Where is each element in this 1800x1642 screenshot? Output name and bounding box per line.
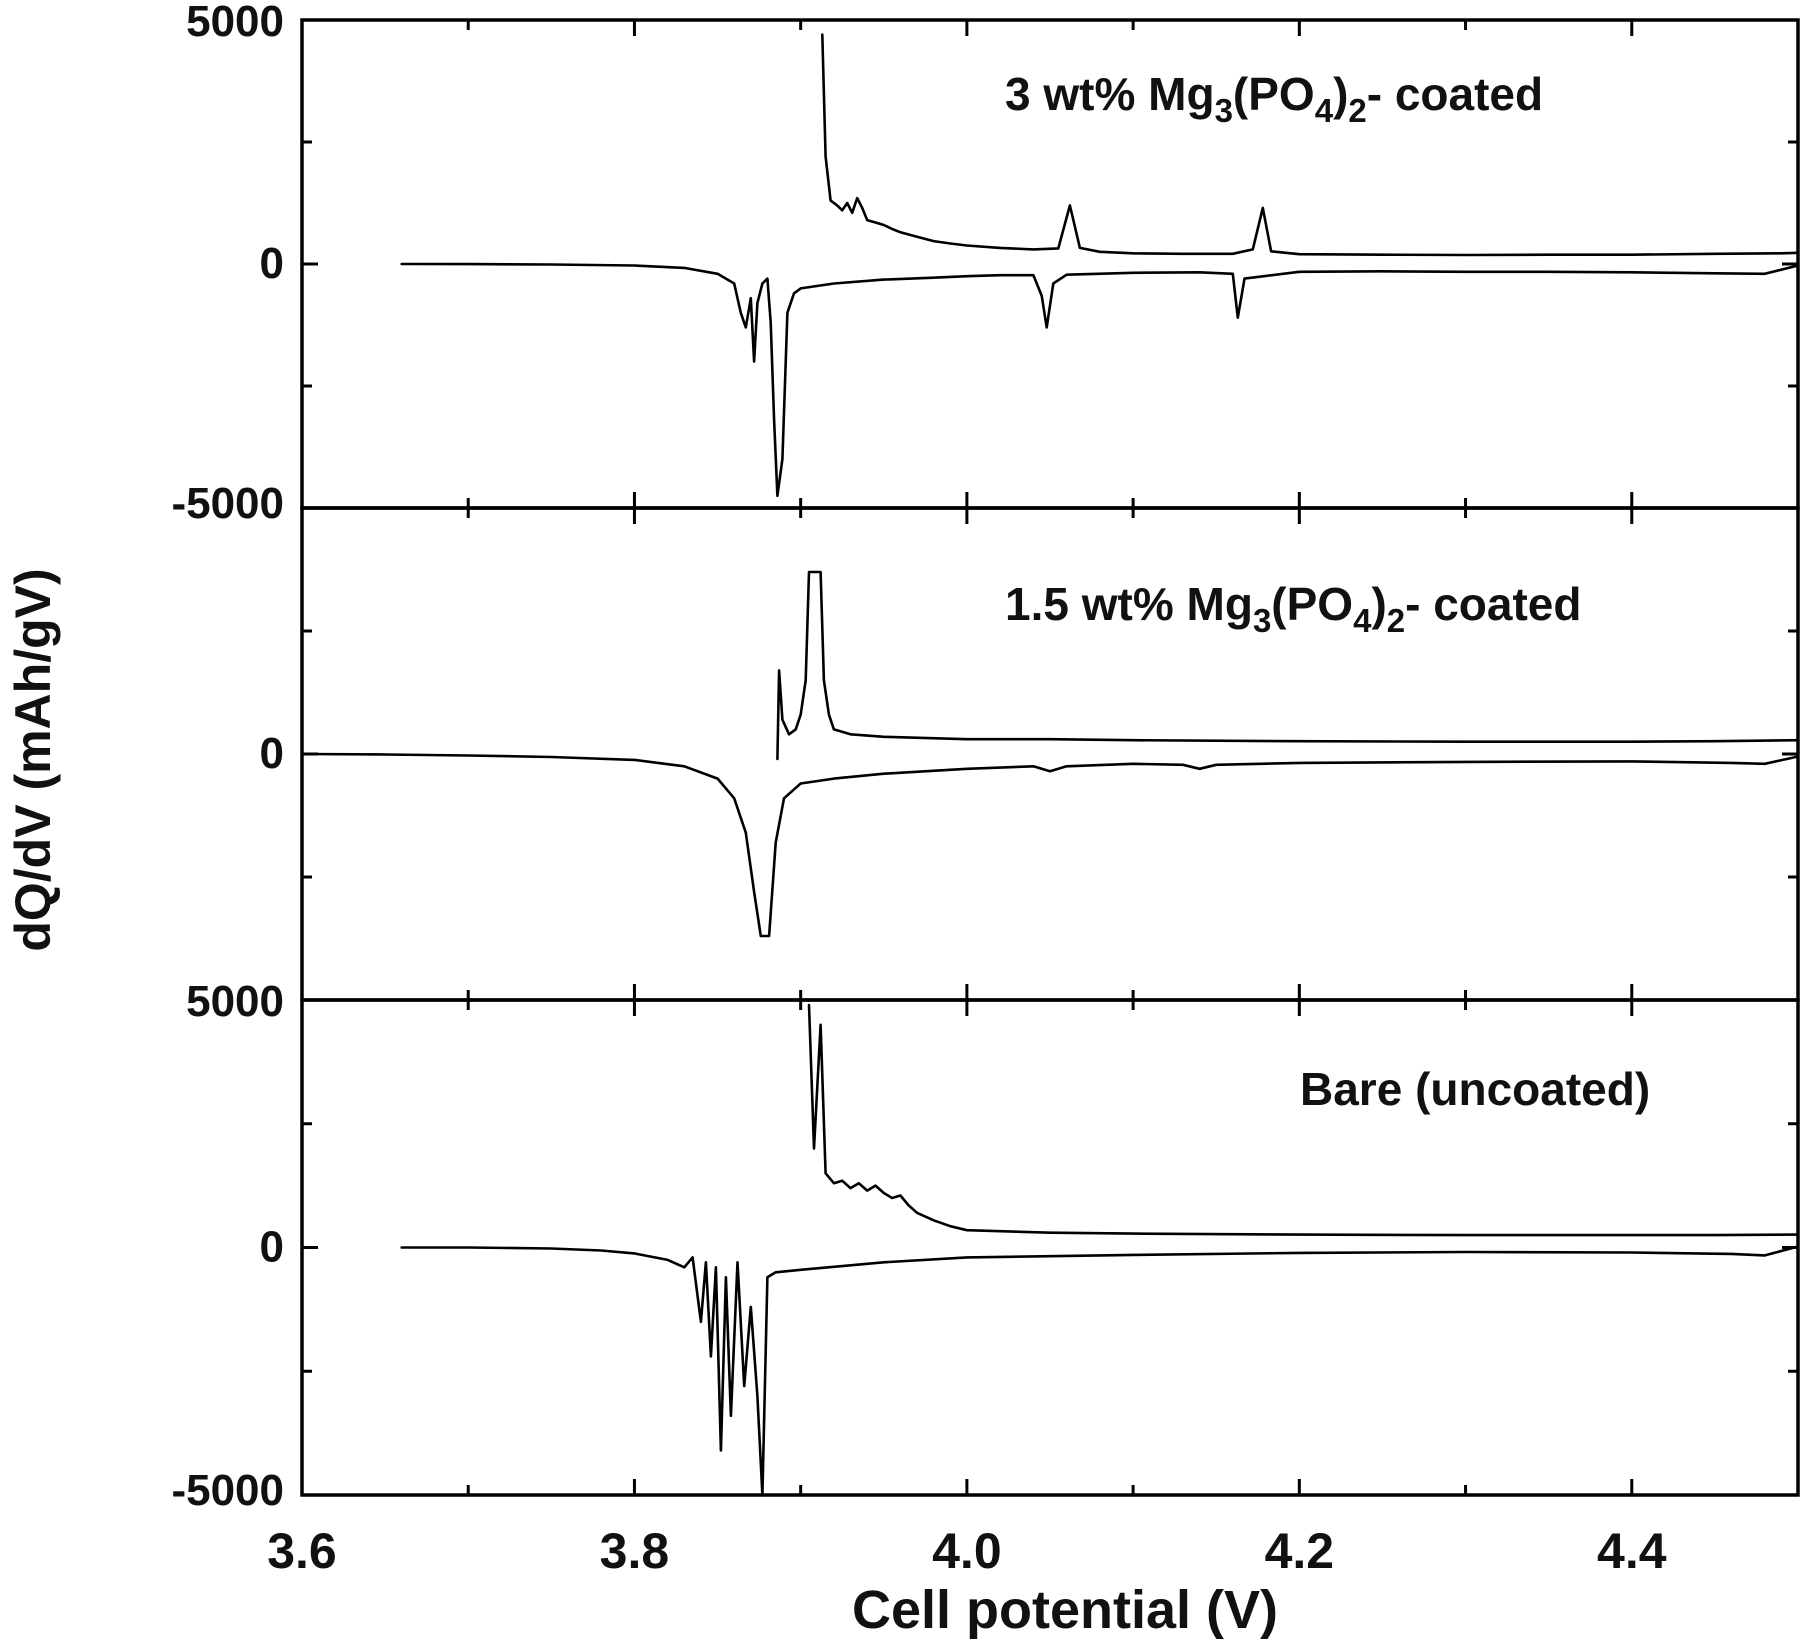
x-tick-label: 3.6 [267,1523,337,1579]
y-tick-label: 0 [260,729,284,778]
panel-label-text: - coated [1367,68,1543,120]
charge-curve [776,570,1800,761]
panel-label-subscript: 2 [1348,92,1366,129]
panel-label-subscript: 3 [1253,602,1271,639]
x-tick-label: 4.4 [1597,1523,1667,1579]
y-tick-label: -5000 [171,1466,284,1515]
panel-label-text: ) [1333,68,1348,120]
x-axis-title: Cell potential (V) [852,1580,1278,1640]
discharge-curve [400,262,1800,498]
panel-3: 5000 0 -5000 Bare (uncoated) [171,977,1800,1515]
panel-label-text: Bare (uncoated) [1300,1063,1650,1115]
x-tick-label: 3.8 [600,1523,670,1579]
y-tick-label: 0 [260,239,284,288]
y-tick-label: 5000 [186,977,284,1026]
charge-curve [807,1003,1800,1237]
panel-2: 0 1.5 wt% Mg3(PO4)2- coated [260,506,1800,1002]
panel-label: Bare (uncoated) [1300,1063,1650,1115]
panel-label-text: (PO [1233,68,1315,120]
discharge-curve [400,1245,1800,1497]
x-tick-label: 4.0 [932,1523,1002,1579]
panel-label-text: ) [1371,578,1386,630]
panel-label-subscript: 2 [1387,602,1405,639]
panel-label-text: - coated [1405,578,1581,630]
charge-curve [821,33,1800,257]
panel-label-text: 3 wt% Mg [1005,68,1215,120]
x-tick-label: 4.2 [1265,1523,1335,1579]
panel-label-subscript: 4 [1315,92,1334,129]
panel-label-subscript: 4 [1353,602,1372,639]
panel-label: 3 wt% Mg3(PO4)2- coated [1005,68,1543,129]
panel-1: 5000 0 -5000 3 wt% Mg3(PO4)2- coated [171,0,1800,528]
y-tick-label: 5000 [186,0,284,46]
discharge-curve [300,752,1800,938]
panel-label-text: 1.5 wt% Mg [1005,578,1253,630]
y-tick-label: -5000 [171,479,284,528]
panel-label: 1.5 wt% Mg3(PO4)2- coated [1005,578,1582,639]
panel-label-subscript: 3 [1215,92,1233,129]
panel-label-text: (PO [1271,578,1353,630]
y-axis-title: dQ/dV (mAh/gV) [5,568,61,951]
y-tick-label: 0 [260,1223,284,1272]
